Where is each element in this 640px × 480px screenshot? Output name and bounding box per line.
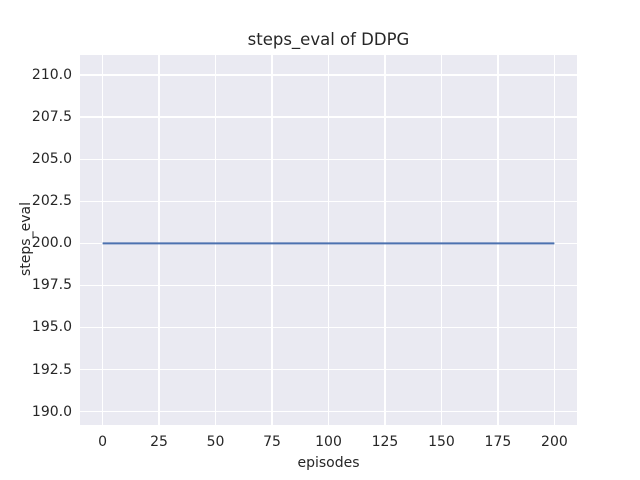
gridline-vertical bbox=[553, 55, 556, 425]
series-layer bbox=[102, 242, 555, 245]
y-tick-label: 197.5 bbox=[31, 277, 72, 294]
gridline-vertical bbox=[101, 55, 104, 425]
x-tick-label: 75 bbox=[263, 434, 281, 450]
chart-title: steps_eval of DDPG bbox=[247, 30, 410, 49]
y-tick-label: 207.5 bbox=[31, 109, 72, 126]
gridline-vertical bbox=[214, 55, 217, 425]
x-tick-label: 150 bbox=[428, 434, 455, 450]
gridline-vertical bbox=[440, 55, 443, 425]
plot-area bbox=[80, 55, 577, 425]
y-tick-label: 192.5 bbox=[31, 361, 72, 378]
gridline-vertical bbox=[158, 55, 160, 425]
gridline-vertical bbox=[271, 55, 273, 425]
gridline-vertical bbox=[497, 55, 499, 425]
x-tick-label: 50 bbox=[206, 434, 225, 450]
y-tick-label: 200.0 bbox=[31, 235, 72, 252]
y-tick-label: 195.0 bbox=[31, 319, 72, 336]
gridline-vertical bbox=[327, 55, 330, 425]
x-tick-label: 200 bbox=[541, 434, 568, 450]
y-tick-label: 190.0 bbox=[31, 403, 72, 420]
gridline-vertical bbox=[384, 55, 386, 425]
x-axis-label: episodes bbox=[297, 455, 360, 471]
x-tick-label: 175 bbox=[484, 434, 512, 450]
y-tick-label: 205.0 bbox=[31, 151, 72, 168]
y-tick-label: 210.0 bbox=[31, 67, 72, 84]
x-tick-label: 25 bbox=[150, 434, 168, 450]
x-tick-label: 100 bbox=[315, 434, 342, 450]
x-tick-label: 0 bbox=[98, 434, 108, 450]
y-tick-label: 202.5 bbox=[31, 193, 72, 210]
x-tick-label: 125 bbox=[371, 434, 399, 450]
